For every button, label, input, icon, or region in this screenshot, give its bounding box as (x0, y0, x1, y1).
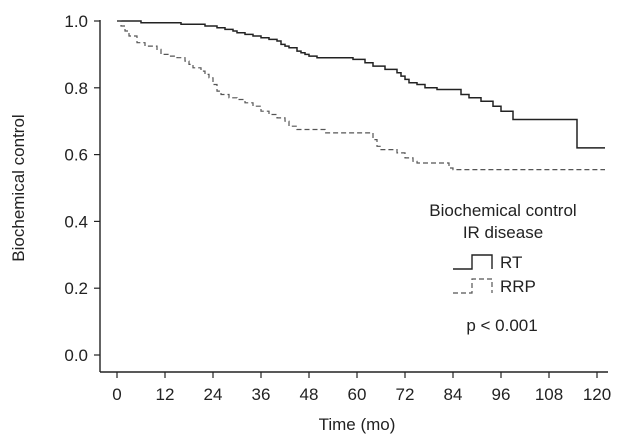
series-line-rrp (117, 20, 605, 171)
legend-title-line2: IR disease (463, 223, 543, 242)
p-value-annotation: p < 0.001 (466, 316, 537, 335)
x-tick-label: 12 (156, 385, 175, 404)
y-tick-label: 0.4 (64, 212, 88, 231)
series-layer (117, 20, 605, 171)
x-tick-label: 36 (252, 385, 271, 404)
y-tick-label: 0.6 (64, 146, 88, 165)
x-tick-label: 84 (444, 385, 463, 404)
y-tick-label: 1.0 (64, 12, 88, 31)
legend-entry-rrp: RRP (500, 277, 536, 296)
x-tick-label: 0 (112, 385, 121, 404)
plot-area: 0.0 0.2 0.4 0.6 0.8 1.0 0 12 24 36 48 60 72 84 96 108 1… (64, 12, 611, 404)
y-tick-label: 0.2 (64, 279, 88, 298)
x-tick-label: 48 (300, 385, 319, 404)
series-line-rt (117, 20, 605, 149)
legend-rt-symbol (453, 254, 493, 270)
legend-title-line1: Biochemical control (429, 201, 576, 220)
y-axis-title: Biochemical control (9, 114, 28, 261)
x-tick-label: 60 (348, 385, 367, 404)
x-tick-label: 72 (396, 385, 415, 404)
x-tick-label: 96 (492, 385, 511, 404)
x-axis-ticks: 0 12 24 36 48 60 72 84 96 108 120 (112, 372, 611, 404)
legend: Biochemical control IR disease RT RRP p … (429, 201, 576, 335)
y-axis-ticks: 0.0 0.2 0.4 0.6 0.8 1.0 (64, 12, 100, 365)
x-tick-label: 24 (204, 385, 223, 404)
legend-rrp-symbol (453, 278, 493, 294)
legend-entry-rt: RT (500, 253, 522, 272)
y-tick-label: 0.8 (64, 79, 88, 98)
y-tick-label: 0.0 (64, 346, 88, 365)
x-axis-title: Time (mo) (319, 415, 396, 434)
x-tick-label: 120 (583, 385, 611, 404)
x-tick-label: 108 (535, 385, 563, 404)
